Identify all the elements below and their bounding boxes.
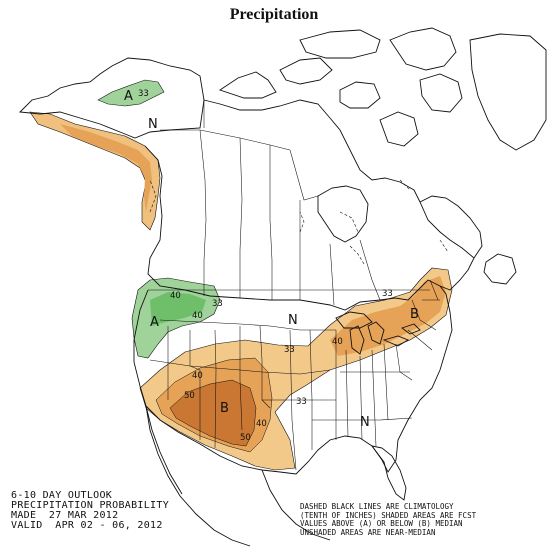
contour-label: 33: [138, 89, 149, 99]
contour-labels: 33 40 33 40 40 40 50 40 50 33 33 33: [138, 89, 393, 443]
arctic-islands-outline: [218, 27, 463, 147]
contour-label: 33: [382, 289, 393, 299]
quebec-outline: [419, 195, 483, 259]
great-lakes-outline: [335, 311, 421, 355]
hudson-bay-outline: [317, 185, 369, 243]
mexico-outline: [145, 405, 331, 547]
contour-label: 40: [192, 371, 203, 381]
contour-label: 40: [256, 419, 267, 429]
region-label-southeast-n: N: [360, 415, 370, 430]
outlook-made-date: MADE 27 MAR 2012: [11, 510, 119, 521]
greenland-outline: [469, 33, 547, 151]
page-title: Precipitation: [229, 6, 319, 23]
contour-label: 50: [184, 391, 195, 401]
florida-outline: [370, 445, 407, 501]
legend-line: UNSHADED AREAS ARE NEAR-MEDIAN: [300, 527, 436, 537]
southwest-below-core-area: [169, 379, 257, 447]
region-labels: A N A N B B N: [124, 89, 419, 430]
usa-outline: [133, 285, 453, 475]
contour-label: 50: [240, 433, 251, 443]
contour-label: 33: [212, 299, 223, 309]
contour-label: 40: [170, 291, 181, 301]
region-label-central-n: N: [288, 313, 298, 328]
alaska-outline: [19, 57, 205, 139]
region-label-southwest-b: B: [220, 401, 229, 416]
map-legend: DASHED BLACK LINES ARE CLIMATOLOGY (TENT…: [300, 502, 477, 537]
legend-line: DASHED BLACK LINES ARE CLIMATOLOGY: [300, 502, 454, 511]
region-label-northeast-b: B: [410, 307, 419, 322]
boundaries: [148, 100, 440, 471]
legend-line: VALUES ABOVE (A) OR BELOW (B) MEDIAN: [300, 519, 463, 528]
northeast-below-inner-area: [330, 276, 446, 356]
baja-outline: [145, 405, 183, 495]
outlook-info: 6-10 DAY OUTLOOK PRECIPITATION PROBABILI…: [11, 491, 169, 531]
coastal-below-inner-area: [60, 124, 152, 212]
alaska-above-area: [97, 79, 165, 107]
canada-west-outline: [144, 99, 475, 311]
shaded-areas: [29, 79, 453, 471]
contour-label: 40: [192, 311, 203, 321]
region-label-alaska-n: N: [148, 117, 158, 132]
outlook-valid-dates: VALID APR 02 - 06, 2012: [11, 520, 163, 531]
region-label-pnw-a: A: [150, 315, 159, 330]
climatology-lines: [149, 179, 449, 265]
contour-label: 40: [332, 337, 343, 347]
newfoundland-outline: [483, 253, 517, 285]
contour-label: 33: [296, 397, 307, 407]
contour-label: 33: [284, 345, 295, 355]
outlook-period: 6-10 DAY OUTLOOK: [11, 490, 113, 501]
outlook-variable: PRECIPITATION PROBABILITY: [11, 500, 170, 511]
legend-line: (TENTH OF INCHES) SHADED AREAS ARE FCST: [300, 510, 477, 520]
base-map: [19, 27, 547, 547]
coastal-below-area: [29, 111, 161, 231]
region-label-alaska-a: A: [124, 89, 133, 104]
pnw-above-inner-area: [150, 292, 206, 326]
